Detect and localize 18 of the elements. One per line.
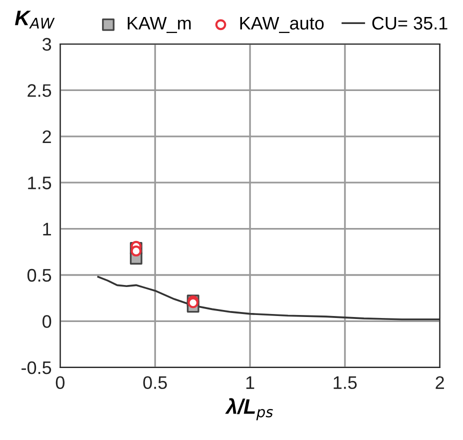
- x-tick-label: 0: [56, 376, 65, 389]
- y-tick-label: 0: [42, 315, 52, 328]
- y-tick-label: 1.5: [28, 176, 52, 190]
- legend-label: KAW_m: [128, 17, 191, 34]
- y-tick-label: 2.5: [28, 84, 52, 97]
- y-tick-label: 3: [42, 38, 52, 51]
- x-tick-label: 1: [246, 376, 254, 389]
- x-tick-label: 1.5: [334, 376, 357, 389]
- y-tick-label: 1: [43, 222, 51, 236]
- x-axis-title: λ/L$_{ps}$: [225, 398, 273, 420]
- x-tick-label: 0.5: [143, 376, 167, 389]
- legend-label: CU= 35.1: [372, 16, 448, 30]
- y-tick-label: 0.5: [27, 268, 52, 282]
- x-tick-label: 2: [436, 376, 444, 389]
- legend-label: KAW_auto: [240, 17, 324, 34]
- y-axis-title: K$_{AW}$: [15, 10, 55, 28]
- y-tick-label: -0.5: [22, 361, 52, 374]
- y-tick-label: 2: [42, 130, 51, 143]
